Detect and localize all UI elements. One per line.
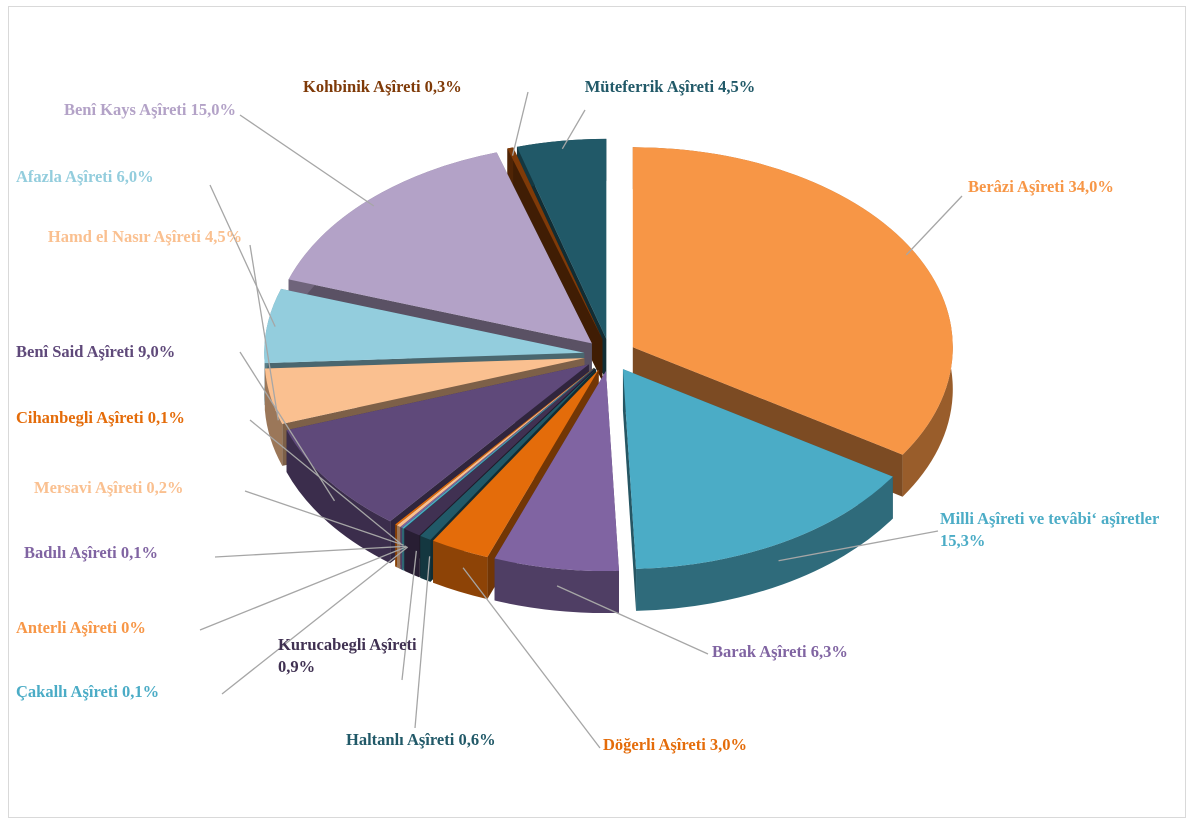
category-name: Müteferrik Aşîreti	[584, 77, 715, 96]
slice	[622, 369, 893, 611]
value-label: 0,9%	[278, 657, 316, 676]
slice	[507, 147, 603, 340]
data-label: Döğerli Aşîreti 3,0%	[603, 734, 823, 756]
category-name: Anterli Aşîreti	[16, 618, 117, 637]
category-name: Benî Said Aşîreti	[16, 342, 134, 361]
slice-side	[286, 430, 391, 564]
leader-line	[905, 195, 963, 256]
category-name: Döğerli Aşîreti	[603, 735, 706, 754]
leader-line	[244, 490, 404, 546]
value-label: 0,3%	[424, 77, 462, 96]
category-name: Kurucabegli Aşîreti	[278, 635, 417, 654]
chart-frame	[8, 6, 1186, 818]
slice	[433, 369, 599, 558]
category-name: Haltanlı Aşîreti	[346, 730, 455, 749]
data-label: Kurucabegli Aşîreti 0,9%	[278, 634, 418, 678]
category-name: Kohbinik Aşîreti	[303, 77, 421, 96]
value-label: 9,0%	[138, 342, 176, 361]
data-label: Barak Aşîreti 6,3%	[712, 641, 912, 663]
data-label: Berâzi Aşîreti 34,0%	[968, 176, 1188, 198]
value-label: 0,2%	[146, 478, 184, 497]
value-label: 15,0%	[190, 100, 237, 119]
value-label: 0,1%	[147, 408, 185, 427]
leader-line	[561, 109, 586, 150]
value-label: 0,1%	[120, 543, 158, 562]
category-name: Berâzi Aşîreti	[968, 177, 1065, 196]
value-label: 6,0%	[116, 167, 154, 186]
data-label: Milli Aşîreti ve tevâbi‘ aşîretler 15,3%	[940, 508, 1160, 552]
category-name: Milli Aşîreti ve tevâbi‘ aşîretler	[940, 509, 1160, 528]
slice	[397, 367, 595, 527]
leader-line	[249, 419, 402, 545]
data-label: Müteferrik Aşîreti 4,5%	[560, 76, 780, 98]
slice	[400, 367, 595, 528]
slice-side	[395, 524, 397, 568]
leader-line	[556, 585, 709, 655]
slice	[264, 288, 585, 364]
value-label: 15,3%	[940, 531, 986, 550]
leader-line	[401, 550, 417, 681]
value-label: 0,1%	[122, 682, 160, 701]
slice	[494, 371, 620, 614]
leader-line	[511, 91, 529, 156]
leader-line	[239, 114, 375, 207]
slice-side	[636, 476, 893, 611]
leader-line	[462, 567, 601, 749]
leader-line	[209, 184, 276, 327]
category-name: Cihanbegli Aşîreti	[16, 408, 144, 427]
data-label: Benî Said Aşîreti 9,0%	[16, 341, 246, 363]
slice-side	[433, 540, 488, 600]
leader-line	[199, 546, 408, 631]
data-label: Benî Kays Aşîreti 15,0%	[50, 99, 250, 121]
value-label: 4,5%	[718, 77, 756, 96]
value-label: 0%	[121, 618, 146, 637]
leader-line	[239, 351, 336, 502]
data-label: Cihanbegli Aşîreti 0,1%	[16, 407, 256, 429]
leader-line	[778, 530, 939, 562]
data-label: Mersavi Aşîreti 0,2%	[34, 477, 254, 499]
slice-side	[404, 528, 420, 578]
data-label: Badılı Aşîreti 0,1%	[24, 542, 224, 564]
category-name: Çakallı Aşîreti	[16, 682, 118, 701]
category-name: Benî Kays Aşîreti	[63, 100, 187, 119]
slice-wall	[622, 369, 637, 611]
slice	[288, 152, 592, 344]
slice	[420, 368, 597, 540]
slice	[264, 358, 585, 424]
data-label: Çakallı Aşîreti 0,1%	[16, 681, 226, 703]
slice	[286, 364, 589, 522]
value-label: 4,5%	[204, 227, 243, 246]
category-name: Hamd el Nasır Aşîreti	[47, 227, 201, 246]
slice-side	[264, 368, 283, 466]
data-label: Haltanlı Aşîreti 0,6%	[346, 729, 566, 751]
leader-line	[414, 556, 431, 729]
category-name: Mersavi Aşîreti	[34, 478, 143, 497]
value-label: 3,0%	[709, 735, 748, 754]
leader-line	[214, 545, 407, 558]
slice	[402, 367, 595, 528]
slice	[622, 369, 893, 569]
leader-line	[249, 244, 279, 421]
category-name: Badılı Aşîreti	[24, 543, 117, 562]
category-name: Afazla Aşîreti	[16, 167, 113, 186]
leader-line	[221, 546, 409, 695]
value-label: 0,6%	[458, 730, 496, 749]
data-label: Anterli Aşîreti 0%	[16, 617, 206, 639]
slice	[404, 368, 596, 536]
slice	[632, 147, 953, 455]
slice	[516, 138, 607, 339]
value-label: 34,0%	[1068, 177, 1114, 196]
data-label: Afazla Aşîreti 6,0%	[16, 166, 216, 188]
data-label: Kohbinik Aşîreti 0,3%	[303, 76, 533, 98]
slice	[402, 368, 595, 529]
slice-side	[402, 527, 404, 571]
data-label: Hamd el Nasır Aşîreti 4,5%	[30, 226, 260, 248]
value-label: 6,3%	[810, 642, 848, 661]
slice	[494, 371, 620, 572]
slice	[395, 367, 594, 526]
category-name: Barak Aşîreti	[712, 642, 807, 661]
